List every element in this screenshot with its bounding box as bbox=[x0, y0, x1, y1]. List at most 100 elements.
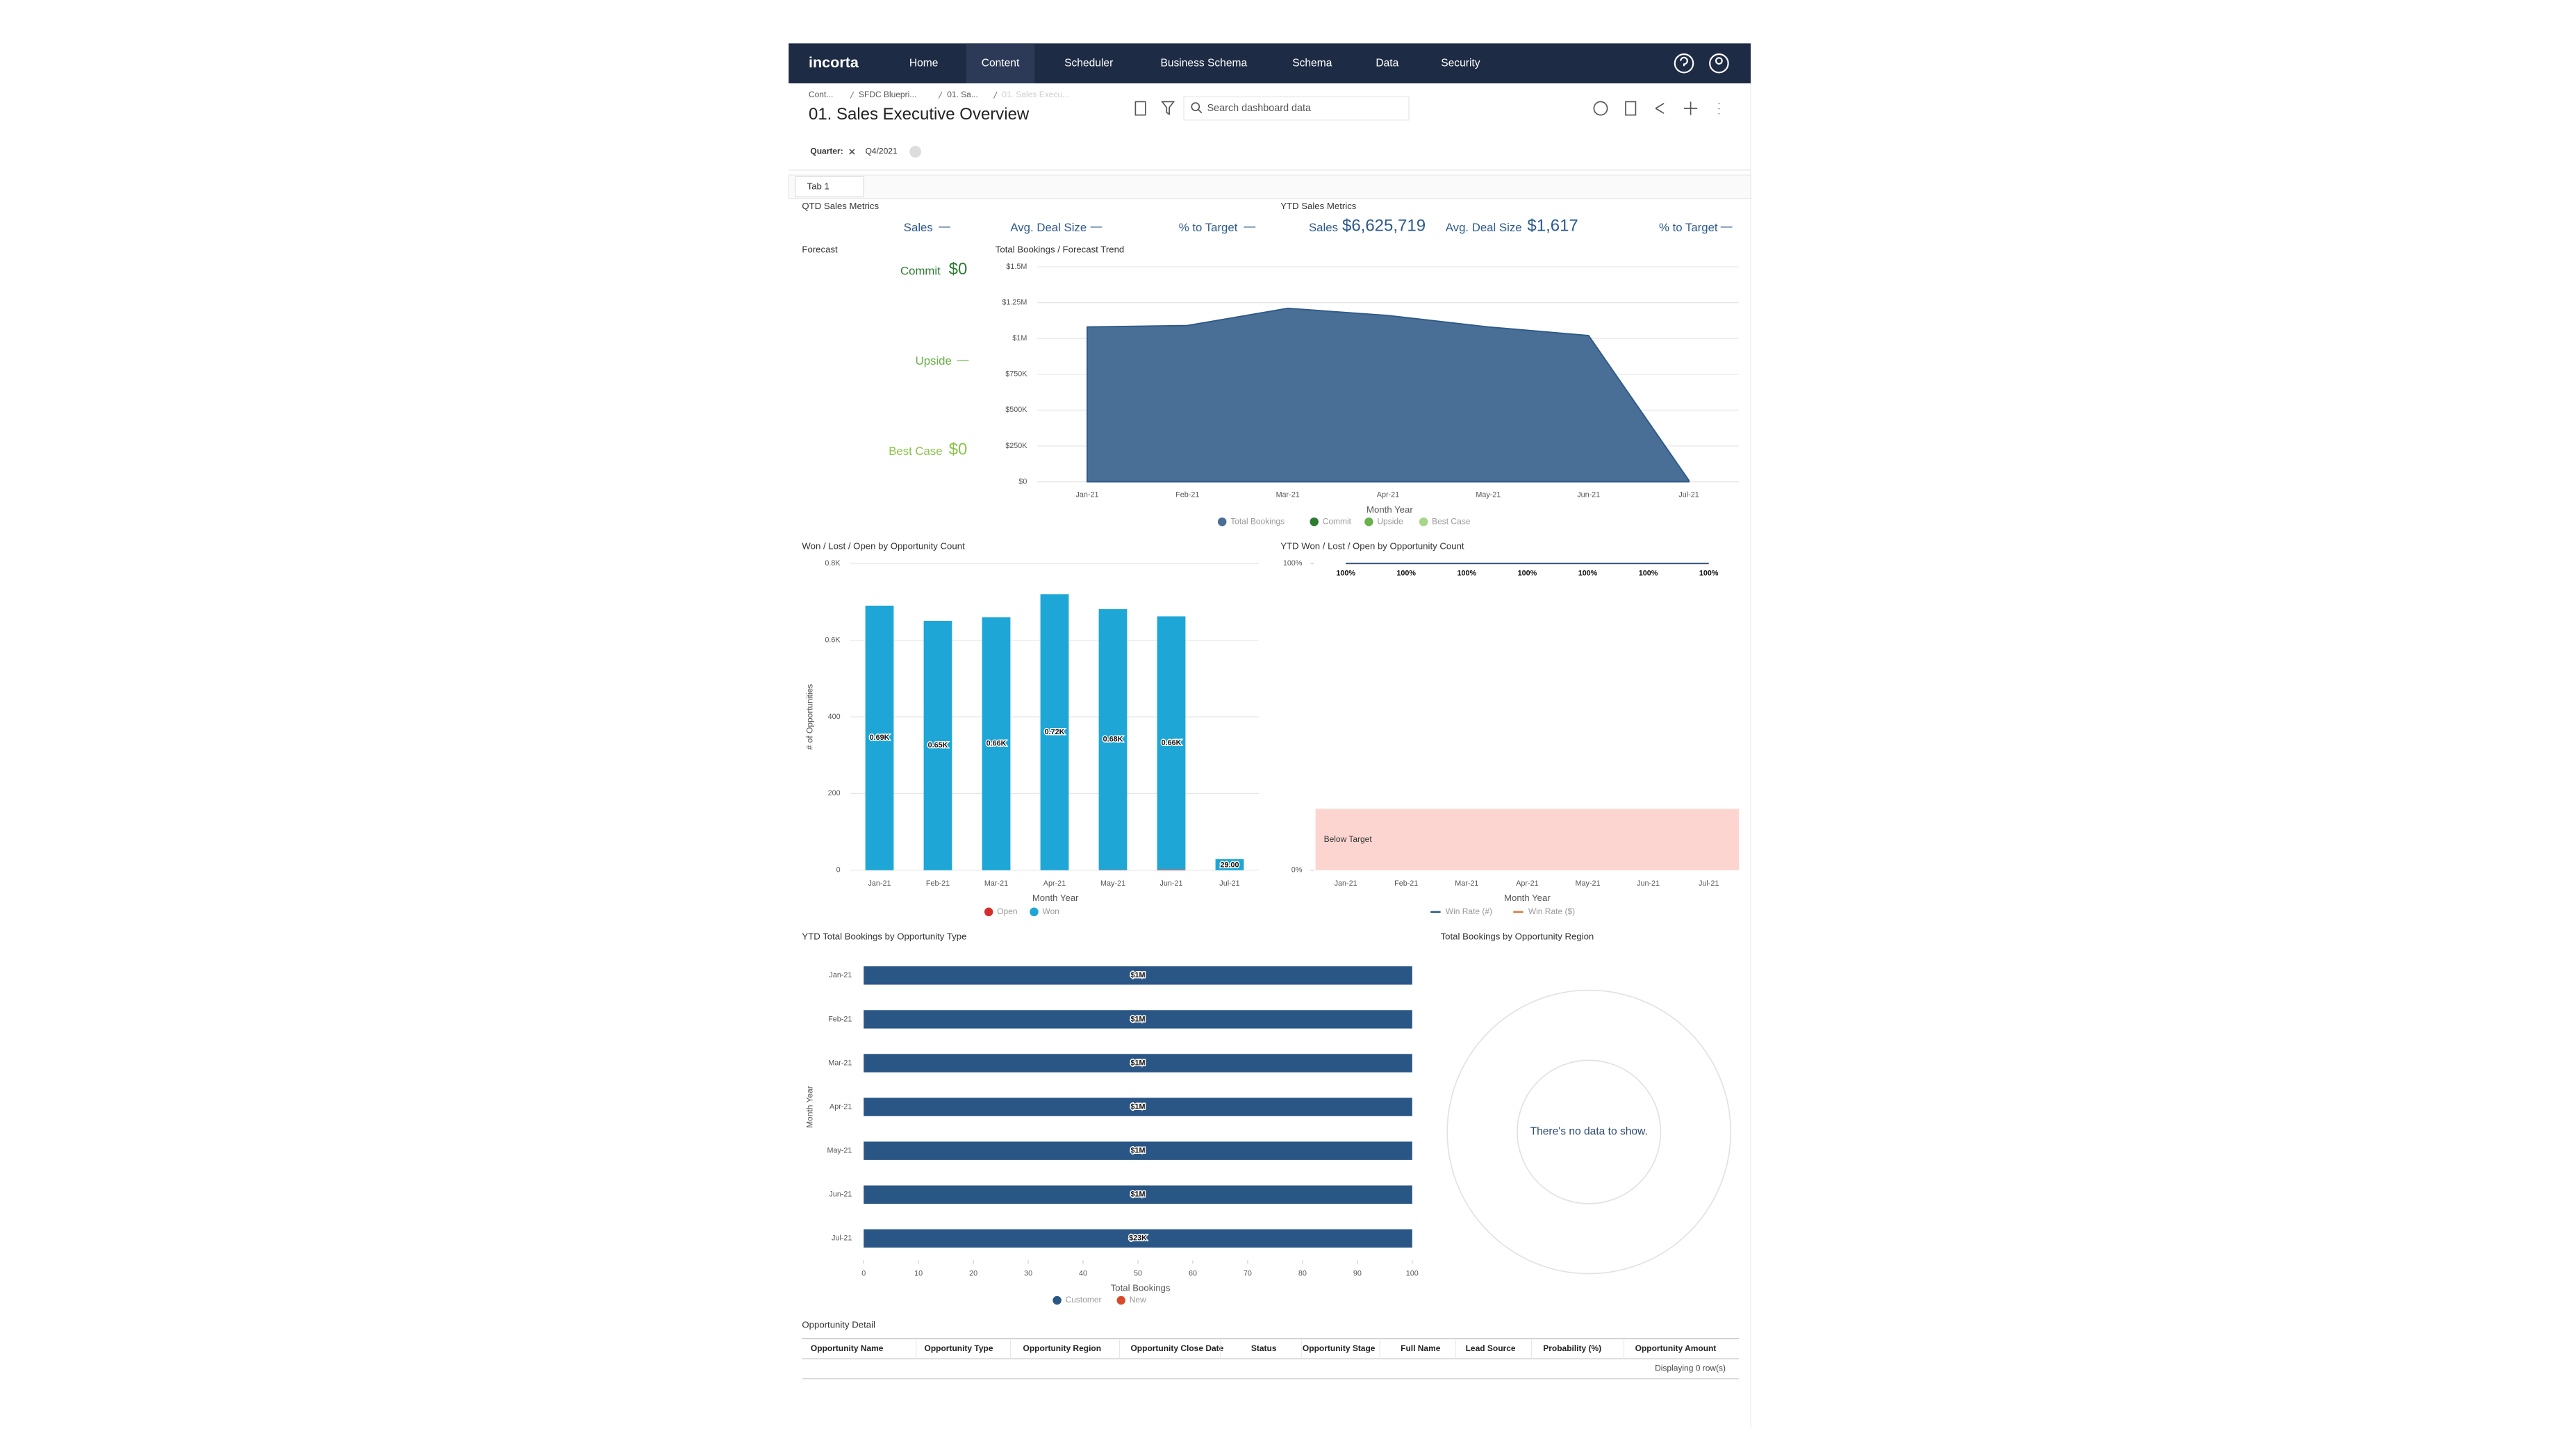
y-axis-title: # of Opportunities bbox=[805, 684, 815, 750]
add-icon[interactable] bbox=[1683, 101, 1698, 115]
x-tick-label: 70 bbox=[1244, 1269, 1252, 1277]
user-head bbox=[1715, 57, 1723, 65]
y-tick-label: May-21 bbox=[827, 1147, 852, 1155]
bar bbox=[864, 1054, 1412, 1073]
empty-message: There's no data to show. bbox=[1530, 1126, 1648, 1138]
breadcrumb-item[interactable]: 01. Sales Execu... bbox=[1002, 90, 1069, 99]
legend-label: Commit bbox=[1323, 516, 1352, 526]
x-tick-label: Feb-21 bbox=[1175, 491, 1199, 499]
nav-item[interactable]: Scheduler bbox=[1064, 57, 1113, 69]
y-tick-label: $1M bbox=[1012, 334, 1027, 342]
section-title: QTD Sales Metrics bbox=[802, 201, 879, 211]
y-tick-label: Feb-21 bbox=[828, 1015, 852, 1023]
info-icon[interactable] bbox=[1593, 101, 1608, 116]
legend-swatch bbox=[1116, 1295, 1126, 1305]
search-box[interactable] bbox=[1183, 96, 1410, 121]
y-tick-label: $750K bbox=[1005, 370, 1027, 379]
x-tick-label: 100 bbox=[1406, 1269, 1419, 1277]
metric-value: — bbox=[939, 220, 950, 233]
x-tick-label: May-21 bbox=[1476, 491, 1501, 499]
column-header: Opportunity Type bbox=[925, 1343, 993, 1353]
nav-item[interactable]: Home bbox=[909, 57, 939, 69]
y-tick-label: $1.5M bbox=[1006, 263, 1027, 271]
bar bbox=[982, 617, 1011, 870]
legend-swatch bbox=[1310, 517, 1319, 527]
nav-item[interactable]: Data bbox=[1376, 57, 1398, 69]
breadcrumb-item[interactable]: 01. Sa... bbox=[947, 90, 978, 99]
bar bbox=[865, 605, 894, 870]
nav-item[interactable]: Security bbox=[1441, 57, 1480, 69]
share-icon[interactable] bbox=[1655, 103, 1665, 114]
data-label: $1M bbox=[1131, 1147, 1146, 1155]
nav-bar bbox=[789, 43, 1751, 83]
x-tick-label: May-21 bbox=[1100, 879, 1125, 888]
nav-item[interactable]: Business Schema bbox=[1160, 57, 1247, 69]
x-tick-label: Jul-21 bbox=[1219, 879, 1239, 888]
search-handle bbox=[1198, 109, 1203, 114]
y-tick-label: 100% bbox=[1283, 559, 1303, 568]
y-tick-label: 0% bbox=[1291, 866, 1303, 875]
data-label: $1M bbox=[1131, 971, 1146, 979]
breadcrumb-item[interactable]: SFDC Bluepri... bbox=[859, 90, 916, 99]
tab[interactable] bbox=[795, 176, 864, 197]
bar bbox=[864, 1098, 1412, 1116]
column-header: Probability (%) bbox=[1543, 1343, 1601, 1353]
x-tick-label: 80 bbox=[1298, 1269, 1307, 1277]
x-axis-title: Month Year bbox=[1032, 893, 1079, 903]
y-tick-label: 0.8K bbox=[825, 559, 841, 568]
x-tick-label: 50 bbox=[1134, 1269, 1142, 1277]
search-icon bbox=[1191, 102, 1200, 111]
nav-item[interactable]: Schema bbox=[1292, 57, 1332, 69]
x-tick-label: 0 bbox=[861, 1269, 866, 1277]
y-tick-label: Mar-21 bbox=[828, 1059, 852, 1067]
y-axis-title: Month Year bbox=[805, 1086, 815, 1128]
x-tick-label: Jul-21 bbox=[1678, 491, 1699, 499]
bar bbox=[1040, 594, 1069, 870]
bar bbox=[864, 1010, 1412, 1029]
bar bbox=[923, 620, 952, 870]
forecast-value: $0 bbox=[949, 440, 968, 458]
column-header: Full Name bbox=[1401, 1343, 1441, 1353]
legend-swatch bbox=[1052, 1295, 1062, 1305]
filter-info[interactable] bbox=[909, 145, 922, 158]
filter-icon[interactable] bbox=[1161, 101, 1175, 115]
user-icon[interactable] bbox=[1709, 53, 1729, 74]
x-tick-label: Feb-21 bbox=[1394, 879, 1418, 888]
help-icon[interactable] bbox=[1674, 53, 1694, 74]
bar bbox=[864, 1229, 1412, 1248]
x-tick-label: 60 bbox=[1189, 1269, 1197, 1277]
export-icon[interactable] bbox=[1625, 101, 1637, 116]
legend-label: Win Rate (#) bbox=[1446, 906, 1492, 916]
breadcrumb-item[interactable]: Cont... bbox=[809, 90, 833, 99]
bar bbox=[1098, 608, 1128, 870]
x-tick-label: Jun-21 bbox=[1160, 879, 1183, 888]
legend-label: Total Bookings bbox=[1230, 516, 1285, 526]
x-tick-label: Jan-21 bbox=[1335, 879, 1357, 888]
x-tick-label: 40 bbox=[1079, 1269, 1087, 1277]
bookmark-icon[interactable] bbox=[1134, 101, 1146, 116]
filter-remove[interactable] bbox=[849, 149, 855, 155]
filter-value: Q4/2021 bbox=[866, 147, 898, 156]
search-placeholder: Search dashboard data bbox=[1207, 103, 1311, 114]
legend-swatch bbox=[984, 907, 993, 917]
data-label: 0.72K bbox=[1045, 728, 1065, 736]
x-axis-title: Total Bookings bbox=[1111, 1283, 1171, 1293]
forecast-label: Commit bbox=[900, 265, 941, 278]
data-label: $1M bbox=[1131, 1059, 1146, 1067]
y-tick-label: 400 bbox=[828, 713, 841, 721]
x-tick-label: 30 bbox=[1024, 1269, 1032, 1277]
x-tick-label: Jan-21 bbox=[1075, 491, 1098, 499]
tab-label[interactable]: Tab 1 bbox=[807, 181, 829, 191]
y-tick-label: 0 bbox=[836, 866, 841, 875]
bar bbox=[1215, 859, 1244, 870]
y-tick-label: Apr-21 bbox=[829, 1102, 852, 1111]
chart-title: YTD Total Bookings by Opportunity Type bbox=[802, 931, 966, 941]
y-tick-label: Jul-21 bbox=[832, 1234, 852, 1243]
metric-label: % to Target bbox=[1179, 221, 1238, 234]
data-label: 0.66K bbox=[1162, 738, 1182, 747]
data-label: 100% bbox=[1639, 569, 1658, 577]
x-tick-label: Mar-21 bbox=[1276, 491, 1300, 499]
nav-item[interactable]: Content bbox=[982, 57, 1020, 69]
legend-swatch bbox=[1364, 517, 1373, 527]
